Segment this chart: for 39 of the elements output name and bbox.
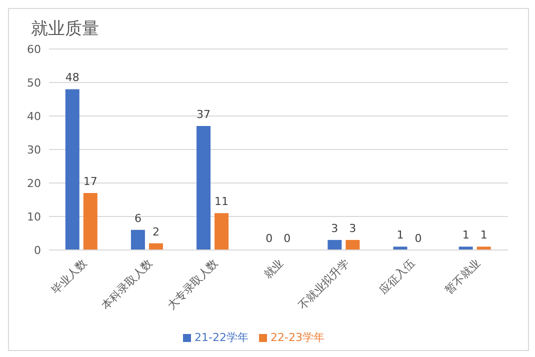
data-label: 0 <box>414 232 422 245</box>
data-label: 2 <box>152 225 160 238</box>
y-tick-label: 30 <box>27 143 41 156</box>
data-label: 1 <box>480 228 488 242</box>
legend-label: 22-23学年 <box>270 331 324 344</box>
data-label: 11 <box>214 195 229 208</box>
data-label: 6 <box>134 212 142 225</box>
data-label: 0 <box>284 232 291 245</box>
data-label: 17 <box>83 175 98 188</box>
x-tick-label: 大专录取人数 <box>164 256 221 312</box>
bar <box>130 230 145 250</box>
y-tick-label: 40 <box>27 110 41 123</box>
data-label: 0 <box>266 232 273 245</box>
x-tick-label: 毕业人数 <box>49 256 90 297</box>
x-tick-label: 不就业拟升学 <box>296 256 352 312</box>
bar <box>65 89 80 250</box>
x-tick-label: 应征入伍 <box>376 256 418 297</box>
legend-label: 21-22学年 <box>194 331 248 344</box>
bar <box>148 243 163 250</box>
data-label: 1 <box>462 228 470 242</box>
data-label: 3 <box>331 222 338 235</box>
y-tick-label: 20 <box>27 176 41 190</box>
x-tick-label: 暂不就业 <box>442 256 483 297</box>
bar <box>328 240 342 250</box>
y-tick-label: 10 <box>27 210 41 224</box>
data-label: 1 <box>396 228 404 242</box>
bar <box>214 213 229 250</box>
y-tick-label: 0 <box>34 244 41 257</box>
x-tick-label: 就业 <box>261 256 286 282</box>
data-label: 48 <box>65 71 80 84</box>
chart-title: 就业质量 <box>31 18 99 40</box>
bar <box>83 193 98 250</box>
bar <box>346 240 360 250</box>
y-tick-label: 60 <box>27 42 41 56</box>
x-tick-label: 本科录取人数 <box>99 256 155 312</box>
data-label: 3 <box>349 222 356 235</box>
data-label: 37 <box>196 108 211 122</box>
bar <box>196 126 211 250</box>
y-tick-label: 50 <box>27 76 41 90</box>
